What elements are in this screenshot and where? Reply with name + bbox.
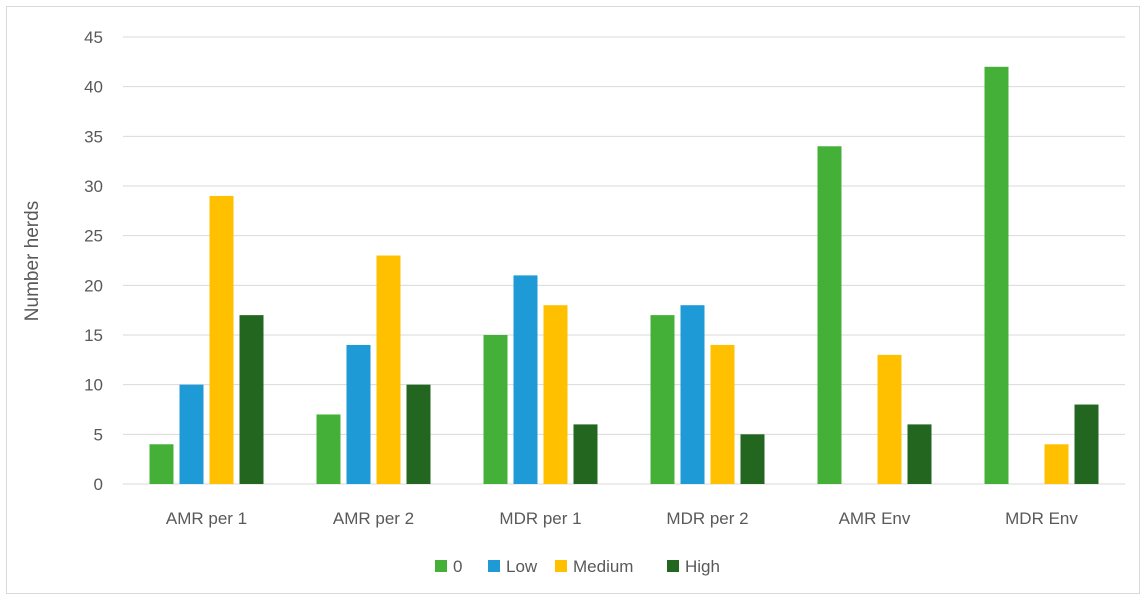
legend-swatch-low (488, 560, 500, 572)
y-tick-labels: 0 5 10 15 20 25 30 35 40 45 (84, 28, 103, 494)
legend-swatch-high (667, 560, 679, 572)
legend-label-low: Low (506, 557, 538, 576)
bar-high-mdr-per-2 (740, 434, 765, 484)
bar-high-mdr-per-1 (573, 424, 598, 484)
y-tick-label: 5 (94, 425, 103, 444)
bar-0-amr-env (817, 146, 842, 484)
bar-medium-amr-env (877, 354, 902, 484)
bar-high-amr-per-2 (406, 384, 431, 484)
bar-0-mdr-env (984, 66, 1009, 485)
legend: 0 Low Medium High (435, 557, 720, 576)
bar-0-amr-per-1 (149, 444, 174, 484)
y-tick-label: 45 (84, 28, 103, 47)
legend-swatch-0 (435, 560, 447, 572)
bar-0-mdr-per-2 (650, 315, 675, 484)
chart-frame (6, 6, 1140, 594)
legend-label-high: High (685, 557, 720, 576)
x-tick-label: AMR per 2 (333, 509, 414, 528)
y-tick-label: 15 (84, 326, 103, 345)
y-tick-label: 30 (84, 177, 103, 196)
y-tick-label: 35 (84, 127, 103, 146)
x-tick-label: AMR Env (839, 509, 911, 528)
legend-label-medium: Medium (573, 557, 633, 576)
bar-0-amr-per-2 (316, 414, 341, 484)
y-tick-label: 20 (84, 276, 103, 295)
y-tick-label: 10 (84, 376, 103, 395)
bar-low-amr-per-2 (346, 344, 371, 484)
bar-high-mdr-env (1074, 404, 1099, 484)
y-tick-label: 0 (94, 475, 103, 494)
x-tick-label: MDR Env (1005, 509, 1078, 528)
bar-low-mdr-per-2 (680, 305, 705, 484)
bar-low-mdr-per-1 (513, 275, 538, 484)
x-tick-label: AMR per 1 (166, 509, 247, 528)
bar-medium-mdr-per-1 (543, 305, 568, 484)
bars (149, 66, 1099, 485)
bar-medium-mdr-env (1044, 444, 1069, 484)
x-tick-labels: AMR per 1 AMR per 2 MDR per 1 MDR per 2 AMR … (166, 509, 1078, 528)
gridlines (123, 36, 1125, 485)
legend-swatch-medium (555, 560, 567, 572)
bar-low-amr-per-1 (179, 384, 204, 484)
bar-medium-mdr-per-2 (710, 344, 735, 484)
legend-label-0: 0 (453, 557, 462, 576)
y-tick-label: 40 (84, 78, 103, 97)
bar-medium-amr-per-1 (209, 195, 234, 484)
bar-high-amr-env (907, 424, 932, 484)
y-tick-label: 25 (84, 227, 103, 246)
x-tick-label: MDR per 1 (499, 509, 581, 528)
bar-medium-amr-per-2 (376, 255, 401, 484)
bar-0-mdr-per-1 (483, 335, 508, 484)
y-axis-title: Number herds (22, 201, 43, 321)
bar-high-amr-per-1 (239, 315, 264, 484)
x-tick-label: MDR per 2 (666, 509, 748, 528)
